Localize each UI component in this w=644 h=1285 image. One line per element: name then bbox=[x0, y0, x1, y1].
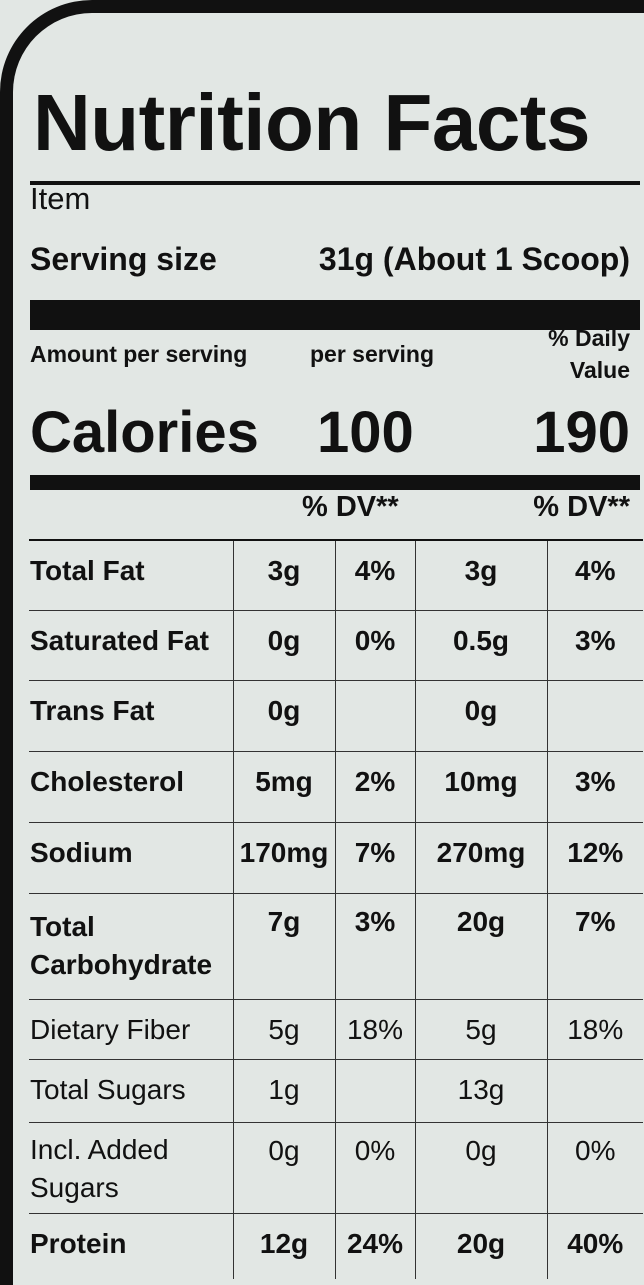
calories-value-1: 100 bbox=[317, 400, 414, 465]
nutrient-name: Total Carbohydrate bbox=[29, 893, 234, 1000]
nutrient-name: Total Sugars bbox=[29, 1059, 234, 1123]
daily-value-2 bbox=[547, 680, 643, 752]
daily-value-2: 12% bbox=[547, 822, 643, 894]
daily-value-header-line1: % Daily bbox=[548, 325, 630, 351]
amount-2: 0.5g bbox=[415, 610, 548, 681]
table-row: Trans Fat 0g 0g bbox=[29, 680, 643, 752]
table-row: Cholesterol 5mg 2% 10mg 3% bbox=[29, 751, 643, 823]
nutrient-table: Total Fat 3g 4% 3g 4% Saturated Fat 0g 0… bbox=[29, 539, 643, 1279]
amount-2: 270mg bbox=[415, 822, 548, 894]
dv-column-2-header: % DV** bbox=[533, 491, 630, 523]
amount-1: 1g bbox=[233, 1059, 336, 1123]
amount-1: 5mg bbox=[233, 751, 336, 823]
amount-2: 3g bbox=[415, 539, 548, 611]
nutrient-name-line-2: Sugars bbox=[30, 1171, 119, 1203]
nutrient-name: Protein bbox=[29, 1213, 234, 1279]
nutrient-name: Cholesterol bbox=[29, 751, 234, 823]
amount-per-serving-header: Amount per serving bbox=[30, 341, 248, 367]
thick-rule bbox=[30, 300, 640, 330]
calories-value-2: 190 bbox=[533, 400, 630, 465]
daily-value-1: 18% bbox=[335, 999, 416, 1060]
daily-value-2 bbox=[547, 1059, 643, 1123]
daily-value-1: 0% bbox=[335, 1122, 416, 1214]
calories-label: Calories bbox=[30, 400, 259, 465]
daily-value-1: 7% bbox=[335, 822, 416, 894]
daily-value-1: 24% bbox=[335, 1213, 416, 1279]
table-row: Protein 12g 24% 20g 40% bbox=[29, 1213, 643, 1279]
amount-1: 5g bbox=[233, 999, 336, 1060]
table-row: Dietary Fiber 5g 18% 5g 18% bbox=[29, 999, 643, 1060]
item-label: Item bbox=[30, 181, 91, 216]
title-rule bbox=[30, 181, 640, 185]
table-row: Total Carbohydrate 7g 3% 20g 7% bbox=[29, 893, 643, 1000]
daily-value-1: 0% bbox=[335, 610, 416, 681]
daily-value-1: 4% bbox=[335, 539, 416, 611]
label-title: Nutrition Facts bbox=[33, 78, 590, 167]
daily-value-1: 2% bbox=[335, 751, 416, 823]
nutrient-name-line-1: Total bbox=[30, 910, 95, 942]
nutrient-name: Saturated Fat bbox=[29, 610, 234, 681]
table-row: Total Sugars 1g 13g bbox=[29, 1059, 643, 1123]
daily-value-header-line2: Value bbox=[569, 357, 630, 383]
nutrient-name: Total Fat bbox=[29, 539, 234, 611]
serving-size-value: 31g (About 1 Scoop) bbox=[318, 241, 630, 277]
per-serving-header: per serving bbox=[310, 341, 434, 367]
amount-1: 0g bbox=[233, 610, 336, 681]
nutrient-name: Dietary Fiber bbox=[29, 999, 234, 1060]
amount-1: 12g bbox=[233, 1213, 336, 1279]
table-row: Incl. Added Sugars 0g 0% 0g 0% bbox=[29, 1122, 643, 1214]
table-row: Sodium 170mg 7% 270mg 12% bbox=[29, 822, 643, 894]
amount-1: 170mg bbox=[233, 822, 336, 894]
daily-value-1: 3% bbox=[335, 893, 416, 1000]
medium-rule bbox=[30, 475, 640, 490]
nutrient-name-line-1: Incl. Added bbox=[30, 1133, 169, 1165]
amount-2: 5g bbox=[415, 999, 548, 1060]
daily-value-1 bbox=[335, 1059, 416, 1123]
nutrient-name: Incl. Added Sugars bbox=[29, 1122, 234, 1214]
daily-value-2: 18% bbox=[547, 999, 643, 1060]
daily-value-2: 3% bbox=[547, 751, 643, 823]
daily-value-2: 40% bbox=[567, 1227, 624, 1259]
serving-size-label: Serving size bbox=[30, 241, 217, 277]
daily-value-2: 3% bbox=[547, 610, 643, 681]
daily-value-1 bbox=[335, 680, 416, 752]
amount-1: 3g bbox=[233, 539, 336, 611]
nutrient-name: Sodium bbox=[29, 822, 234, 894]
amount-2: 0g bbox=[415, 680, 548, 752]
dv-column-1-header: % DV** bbox=[302, 491, 399, 523]
amount-2: 10mg bbox=[415, 751, 548, 823]
nutrient-name: Trans Fat bbox=[29, 680, 234, 752]
amount-2: 13g bbox=[415, 1059, 548, 1123]
daily-value-2: 4% bbox=[547, 539, 643, 611]
daily-value-2: 7% bbox=[547, 893, 643, 1000]
table-row: Saturated Fat 0g 0% 0.5g 3% bbox=[29, 610, 643, 681]
nutrient-name-line-2: Carbohydrate bbox=[30, 948, 213, 980]
amount-1: 0g bbox=[233, 680, 336, 752]
amount-2: 20g bbox=[415, 1213, 548, 1279]
table-row: Total Fat 3g 4% 3g 4% bbox=[29, 539, 643, 611]
amount-2: 20g bbox=[415, 893, 548, 1000]
amount-1: 0g bbox=[233, 1122, 336, 1214]
amount-1: 7g bbox=[233, 893, 336, 1000]
amount-2: 0g bbox=[415, 1122, 548, 1214]
daily-value-2: 0% bbox=[547, 1122, 643, 1214]
